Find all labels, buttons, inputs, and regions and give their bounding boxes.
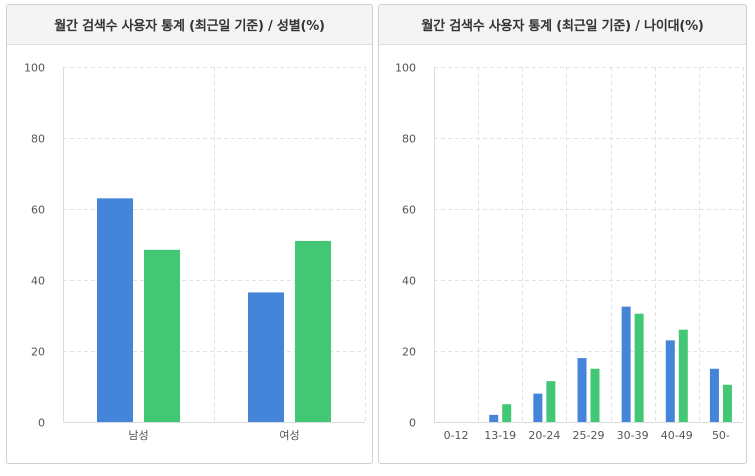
age-y-tick-label: 60: [402, 204, 416, 217]
age-bar-20-24-series-1: [533, 393, 543, 422]
age-x-tick-label: 50-: [712, 429, 730, 442]
gender-y-tick-label: 0: [38, 417, 45, 430]
age-bar-30-39-series-2: [634, 313, 644, 422]
age-bar-20-24-series-2: [546, 381, 556, 422]
age-x-tick-label: 13-19: [484, 429, 516, 442]
gender-bar-여성-series-2: [295, 240, 331, 422]
age-y-tick-label: 80: [402, 133, 416, 146]
age-bar-40-49-series-2: [678, 329, 688, 422]
gender-y-tick-label: 100: [24, 62, 45, 75]
gender-chart-title: 월간 검색수 사용자 통계 (최근일 기준) / 성별(%): [7, 5, 372, 45]
gender-x-tick-label: 남성: [128, 429, 148, 442]
age-bar-13-19-series-2: [502, 404, 512, 422]
age-x-tick-label: 40-49: [661, 429, 693, 442]
age-y-tick-label: 40: [402, 275, 416, 288]
age-x-tick-label: 0-12: [444, 429, 469, 442]
gender-y-tick-label: 20: [31, 346, 45, 359]
age-bar-30-39-series-1: [621, 306, 631, 422]
age-x-tick-label: 25-29: [573, 429, 605, 442]
gender-y-tick-label: 60: [31, 204, 45, 217]
age-x-tick-label: 20-24: [528, 429, 560, 442]
age-chart-title: 월간 검색수 사용자 통계 (최근일 기준) / 나이대(%): [379, 5, 746, 45]
gender-chart-panel: 월간 검색수 사용자 통계 (최근일 기준) / 성별(%) 0 20 40 60 80…: [6, 4, 373, 464]
age-bar-50--series-2: [722, 384, 732, 422]
age-y-tick-label: 100: [395, 62, 416, 75]
gender-bar-남성-series-1: [97, 198, 133, 422]
age-bar-13-19-series-1: [489, 414, 499, 422]
age-bar-chart: 0 20 40 60 80 100 0-12 13-19 20-24 25-29 30-39 40-4…: [395, 62, 744, 442]
age-bar-25-29-series-2: [590, 368, 600, 422]
gender-x-tick-label: 여성: [279, 429, 299, 442]
age-bar-25-29-series-1: [577, 358, 587, 422]
age-x-tick-label: 30-39: [617, 429, 649, 442]
gender-bar-여성-series-1: [248, 292, 284, 422]
age-y-tick-label: 0: [409, 417, 416, 430]
age-y-tick-label: 20: [402, 346, 416, 359]
gender-bar-chart: 0 20 40 60 80 100 남성 여성: [24, 62, 366, 442]
age-bar-50--series-1: [709, 368, 719, 422]
age-bar-40-49-series-1: [665, 340, 675, 422]
age-chart-panel: 월간 검색수 사용자 통계 (최근일 기준) / 나이대(%) 0 20 40 60 8…: [378, 4, 747, 464]
gender-y-tick-label: 40: [31, 275, 45, 288]
gender-y-tick-label: 80: [31, 133, 45, 146]
gender-bar-남성-series-2: [144, 249, 180, 422]
